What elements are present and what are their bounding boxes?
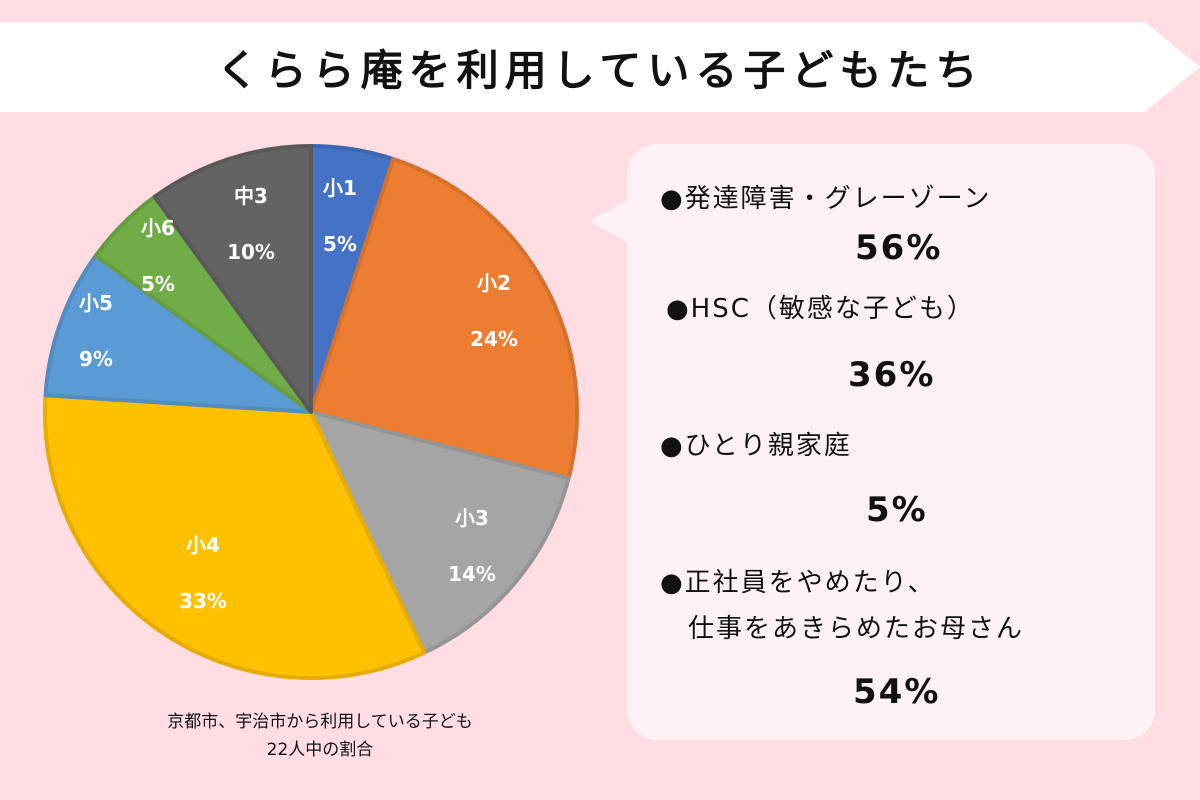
- slice-label-sho5: 小5 9%: [79, 291, 113, 371]
- stat-value-mothers: 54%: [853, 672, 941, 712]
- stat-value-developmental: 56%: [855, 228, 943, 268]
- pie-chart-svg: [43, 144, 579, 680]
- stat-label-hsc: ●HSC（敏感な子ども）: [666, 294, 975, 324]
- stats-callout: [627, 144, 1155, 740]
- chart-caption: 京都市、宇治市から利用している子ども 22人中の割合: [167, 712, 473, 760]
- slice-label-chu3: 中3 10%: [227, 184, 275, 264]
- page-title: くらら庵を利用している子どもたち: [216, 45, 984, 95]
- pie-slice-6: [152, 144, 313, 414]
- stat-value-single-parent: 5%: [866, 490, 928, 530]
- slice-label-sho1: 小1 5%: [323, 176, 357, 256]
- pie-slice-2: [309, 410, 571, 655]
- pie-slice-3: [43, 393, 427, 680]
- stat-label-mothers-line1: ●正社員をやめたり、: [660, 568, 936, 598]
- banner-arrow-shape: [0, 22, 1200, 112]
- stat-label-mothers-line2: 仕事をあきらめたお母さん: [688, 614, 1025, 644]
- slice-label-sho2: 小2 24%: [470, 271, 518, 351]
- stat-label-single-parent: ●ひとり親家庭: [660, 431, 852, 461]
- stat-label-developmental: ●発達障害・グレーゾーン: [660, 184, 992, 214]
- pie-chart: 小1 5% 小2 24% 小3 14% 小4 33% 小5 9% 小6 5% 中…: [0, 120, 620, 700]
- pie-slice-1: [309, 157, 579, 481]
- slice-label-sho4: 小4 33%: [179, 533, 227, 613]
- slice-label-sho3: 小3 14%: [448, 506, 496, 586]
- title-banner: くらら庵を利用している子どもたち: [0, 22, 1200, 112]
- slice-label-sho6: 小6 5%: [141, 216, 175, 296]
- pie-slice-4: [43, 253, 313, 414]
- stat-value-hsc: 36%: [848, 355, 936, 395]
